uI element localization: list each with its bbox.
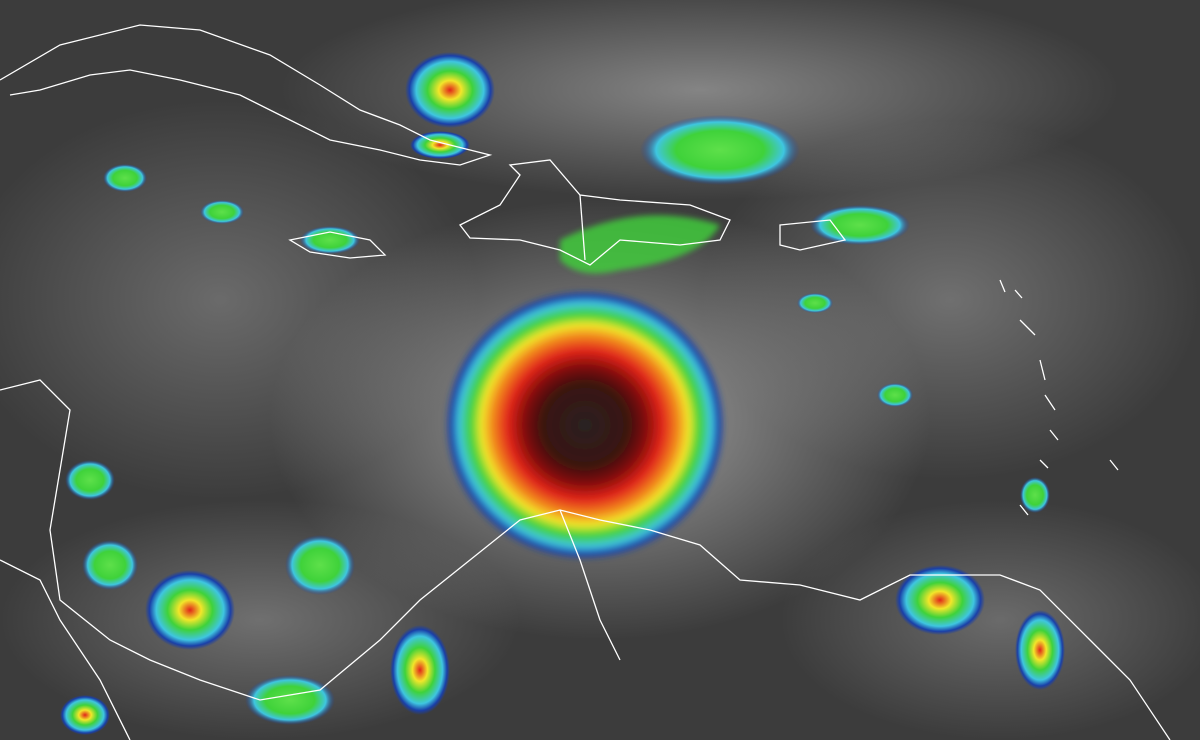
coastlines bbox=[0, 24, 1171, 740]
convective-cells bbox=[60, 52, 1065, 735]
hurricane-core bbox=[445, 215, 725, 560]
